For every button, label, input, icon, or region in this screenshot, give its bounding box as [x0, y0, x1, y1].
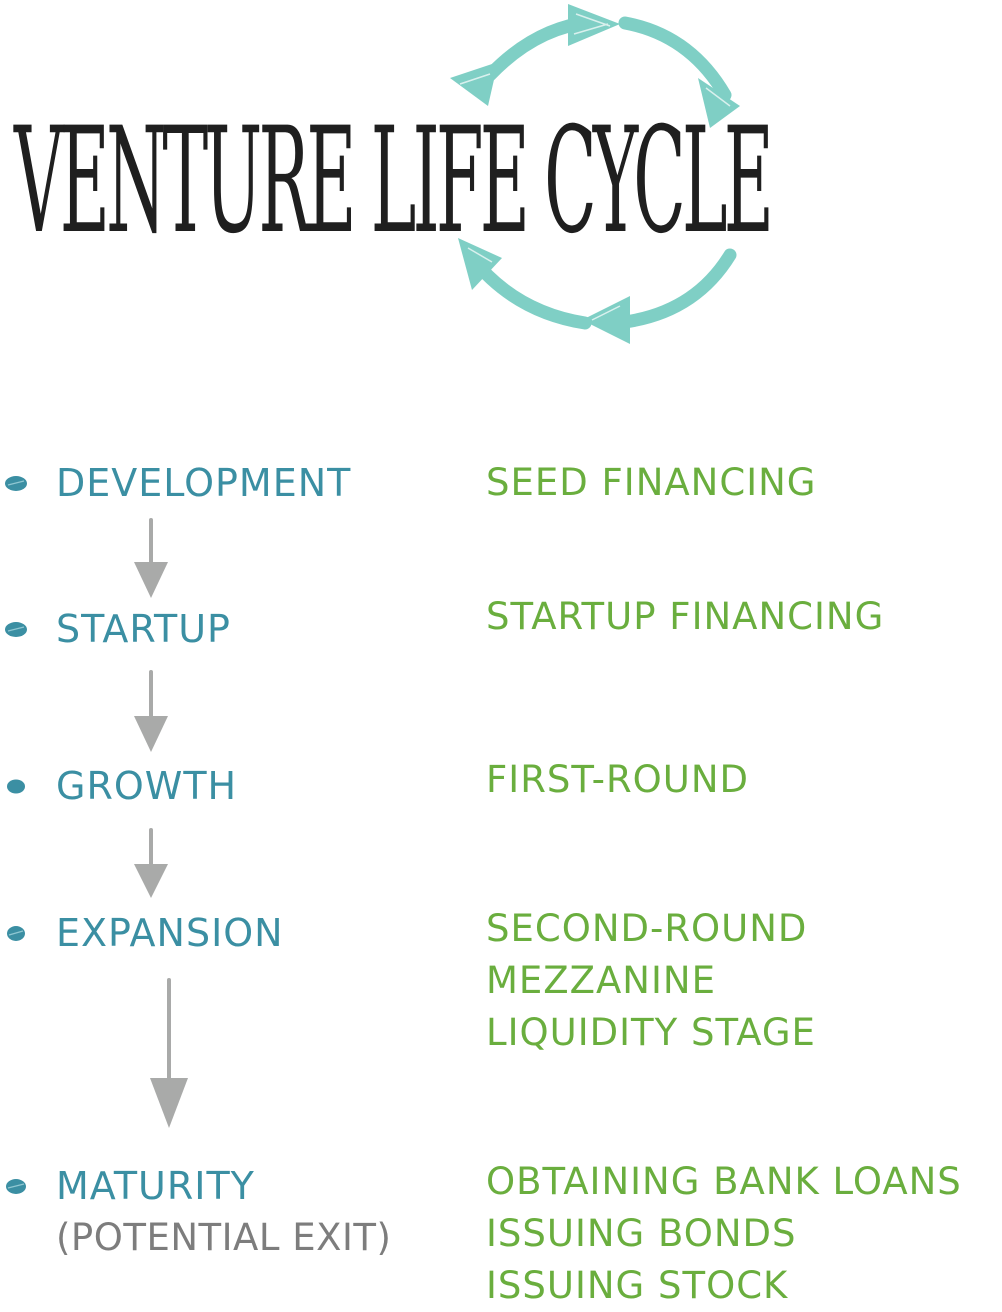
down-arrow-icon: [134, 828, 168, 898]
bullet-dot-icon: [7, 779, 25, 794]
financing-item: SECOND-ROUND: [486, 907, 808, 950]
down-arrow-icon: [134, 518, 168, 598]
bullet-dot-icon: [7, 926, 25, 941]
financing-item: FIRST-ROUND: [486, 758, 750, 801]
stage-name: EXPANSION: [56, 911, 284, 955]
financing-list: FIRST-ROUND: [486, 754, 749, 806]
stage-name: DEVELOPMENT: [56, 461, 352, 505]
stage-development: DEVELOPMENT: [0, 457, 470, 517]
stage-subtitle: (POTENTIAL EXIT): [56, 1216, 392, 1259]
stage-name: GROWTH: [56, 764, 238, 808]
stage-name: MATURITY: [56, 1164, 255, 1208]
stage-expansion: EXPANSION: [0, 907, 470, 967]
down-arrow-icon: [134, 670, 168, 752]
financing-item: OBTAINING BANK LOANS: [486, 1160, 962, 1203]
financing-item: SEED FINANCING: [486, 461, 817, 504]
bullet-dot-icon: [5, 622, 27, 637]
stage-name: STARTUP: [56, 607, 231, 651]
financing-list: STARTUP FINANCING: [486, 591, 884, 643]
financing-item: MEZZANINE: [486, 959, 716, 1002]
financing-item: ISSUING STOCK: [486, 1264, 789, 1307]
financing-list: SEED FINANCING: [486, 457, 816, 509]
stage-growth: GROWTH: [0, 760, 470, 820]
financing-item: LIQUIDITY STAGE: [486, 1011, 816, 1054]
financing-list: OBTAINING BANK LOANS ISSUING BONDS ISSUI…: [486, 1156, 962, 1312]
diagram-title: VENTURE LIFE CYCLE: [14, 96, 774, 266]
stage-startup: STARTUP: [0, 603, 470, 663]
financing-item: STARTUP FINANCING: [486, 595, 885, 638]
bullet-dot-icon: [6, 1179, 26, 1194]
circular-arrows-icon: [450, 4, 740, 344]
financing-list: SECOND-ROUND MEZZANINE LIQUIDITY STAGE: [486, 903, 816, 1059]
stage-maturity: MATURITY (POTENTIAL EXIT): [0, 1160, 470, 1270]
down-arrow-icon: [150, 978, 188, 1128]
bullet-dot-icon: [5, 476, 27, 491]
financing-item: ISSUING BONDS: [486, 1212, 797, 1255]
